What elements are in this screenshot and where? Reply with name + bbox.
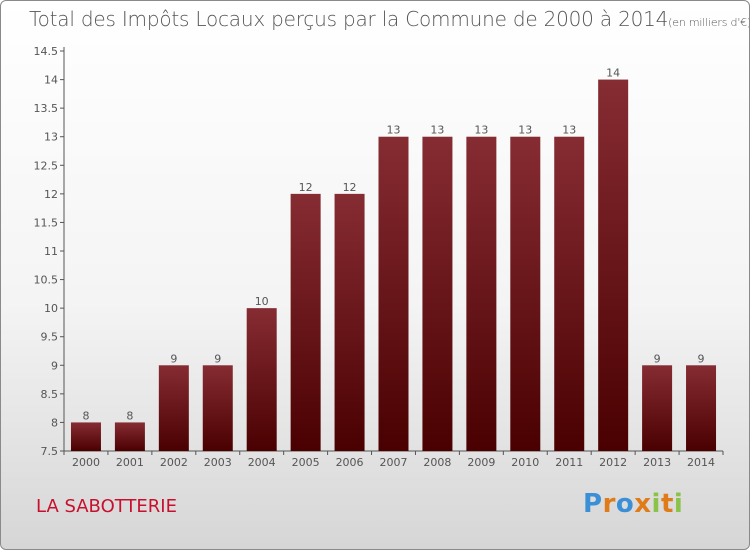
data-label-2004: 10 xyxy=(255,295,269,308)
x-tick-label-2005: 2005 xyxy=(292,456,320,469)
commune-name: LA SABOTTERIE xyxy=(36,496,177,517)
bar-2005 xyxy=(290,193,321,451)
x-tick-label-2007: 2007 xyxy=(380,456,408,469)
y-tick-label: 13.5 xyxy=(34,102,59,115)
bar-2003 xyxy=(202,365,233,451)
data-label-2008: 13 xyxy=(430,124,444,137)
bar-2002 xyxy=(158,365,189,451)
data-label-2011: 13 xyxy=(562,124,576,137)
x-tick-label-2000: 2000 xyxy=(72,456,100,469)
bar-2012 xyxy=(598,79,629,452)
bar-2001 xyxy=(114,422,145,451)
x-tick-label-2003: 2003 xyxy=(204,456,232,469)
data-label-2007: 13 xyxy=(387,124,401,137)
bars xyxy=(70,79,717,452)
y-tick-label: 12 xyxy=(44,188,58,201)
bar-2010 xyxy=(510,136,541,451)
logo-letter: P xyxy=(583,489,603,519)
bar-2013 xyxy=(642,365,673,451)
proxiti-logo[interactable]: Proxiti xyxy=(583,489,683,519)
bar-2009 xyxy=(466,136,497,451)
title-unit: (en milliers d'€) xyxy=(668,16,750,29)
data-label-2013: 9 xyxy=(654,352,661,365)
logo-letter: r xyxy=(602,489,616,519)
y-tick-label: 10 xyxy=(44,302,58,315)
x-tick-label-2011: 2011 xyxy=(555,456,583,469)
bar-2008 xyxy=(422,136,453,451)
logo-letter: x xyxy=(634,489,652,519)
x-tick-label-2014: 2014 xyxy=(687,456,715,469)
data-label-2014: 9 xyxy=(698,352,705,365)
x-tick-label-2012: 2012 xyxy=(599,456,627,469)
data-label-2010: 13 xyxy=(518,124,532,137)
x-tick-label-2002: 2002 xyxy=(160,456,188,469)
bar-2000 xyxy=(70,422,101,451)
x-tick-label-2001: 2001 xyxy=(116,456,144,469)
x-tick-label-2010: 2010 xyxy=(511,456,539,469)
data-label-2002: 9 xyxy=(170,352,177,365)
title-main: Total des Impôts Locaux perçus par la Co… xyxy=(29,7,669,31)
data-label-2006: 12 xyxy=(343,181,357,194)
y-axis: 7.5 8 8.5 9 9.5 10 10.5 11 11.5 12 12.5 13 13.5 14 14.… xyxy=(34,45,65,458)
data-label-2012: 14 xyxy=(606,67,620,80)
data-label-2009: 13 xyxy=(474,124,488,137)
logo-letter: i xyxy=(673,489,684,519)
bar-2011 xyxy=(554,136,585,451)
y-tick-label: 7.5 xyxy=(41,445,59,458)
logo-letter: t xyxy=(660,489,674,519)
bar-2006 xyxy=(334,193,365,451)
y-tick-label: 12.5 xyxy=(34,159,59,172)
logo-letter: o xyxy=(615,489,635,519)
y-tick-label: 8 xyxy=(51,416,58,429)
data-labels: 8 8 9 9 10 12 12 13 13 13 13 13 14 9 9 xyxy=(82,67,704,423)
y-tick-label: 9 xyxy=(51,359,58,372)
chart-title: Total des Impôts Locaux perçus par la Co… xyxy=(29,7,750,31)
y-tick-label: 9.5 xyxy=(41,331,59,344)
y-tick-label: 14 xyxy=(44,74,58,87)
y-tick-label: 11.5 xyxy=(34,216,59,229)
x-tick-label-2004: 2004 xyxy=(248,456,276,469)
x-tick-label-2013: 2013 xyxy=(643,456,671,469)
y-tick-label: 13 xyxy=(44,131,58,144)
logo-letter: i xyxy=(651,489,661,519)
x-tick-label-2009: 2009 xyxy=(467,456,495,469)
data-label-2001: 8 xyxy=(126,409,133,422)
bar-2014 xyxy=(686,365,717,451)
y-tick-label: 14.5 xyxy=(34,45,59,58)
data-label-2003: 9 xyxy=(214,352,221,365)
y-tick-label: 8.5 xyxy=(41,388,59,401)
x-tick-label-2006: 2006 xyxy=(336,456,364,469)
data-label-2005: 12 xyxy=(299,181,313,194)
bar-2004 xyxy=(246,308,277,451)
bar-2007 xyxy=(378,136,409,451)
x-tick-label-2008: 2008 xyxy=(423,456,451,469)
y-tick-label: 10.5 xyxy=(34,274,59,287)
x-axis: 2000 2001 2002 2003 2004 2005 2006 2007 2008 2009… xyxy=(63,450,724,469)
y-tick-label: 11 xyxy=(44,245,58,258)
data-label-2000: 8 xyxy=(82,409,89,422)
